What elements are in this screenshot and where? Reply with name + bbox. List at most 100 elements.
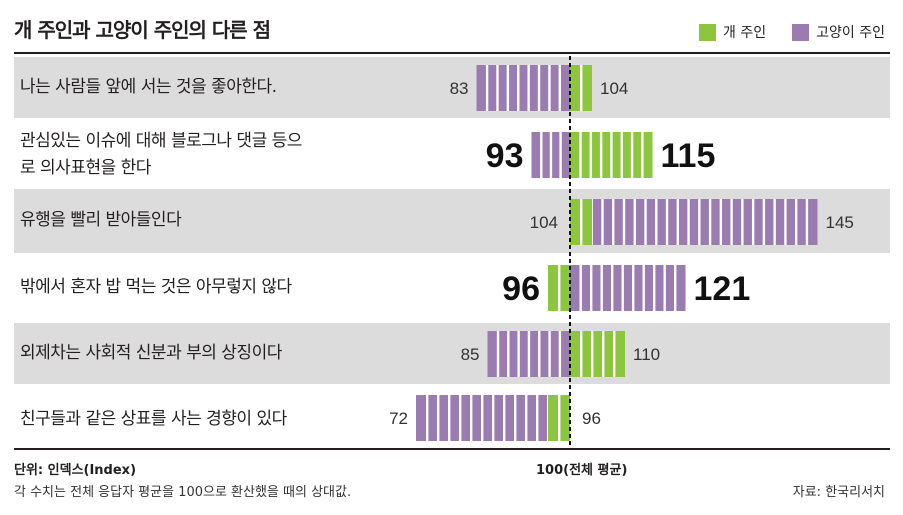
- value-label-cat: 72: [389, 409, 408, 428]
- bar-cat-divider: [536, 395, 539, 441]
- footnote: 각 수치는 전체 응답자 평균을 100으로 환산했을 때의 상대값.: [14, 485, 352, 500]
- bar-cat-divider: [601, 199, 604, 245]
- bar-cat-divider: [448, 395, 451, 441]
- bar-cat-divider: [674, 265, 677, 311]
- bar-dog-divider: [591, 331, 594, 377]
- bar-dog-divider: [580, 65, 583, 111]
- bar-dog-divider: [558, 265, 561, 311]
- bar-cat-divider: [655, 199, 658, 245]
- bar-cat-divider: [492, 395, 495, 441]
- bar-dog-divider: [602, 331, 605, 377]
- bar-dog-divider: [641, 132, 644, 178]
- bar-cat-divider: [621, 265, 624, 311]
- bar-cat: [570, 265, 686, 311]
- bar-cat-divider: [548, 65, 551, 111]
- value-label-dog: 104: [530, 213, 558, 232]
- value-label-cat: 83: [450, 79, 469, 98]
- unit-label: 단위: 인덱스(Index): [14, 463, 137, 478]
- bar-cat-divider: [741, 199, 744, 245]
- bar-cat-divider: [558, 65, 562, 111]
- value-label-dog: 96: [582, 409, 601, 428]
- bar-cat-divider: [676, 199, 680, 245]
- bar-cat-divider: [642, 265, 645, 311]
- bar-cat-divider: [549, 132, 553, 178]
- value-label-cat: 145: [826, 213, 854, 232]
- bar-dog-divider: [558, 395, 561, 441]
- bar-cat-divider: [527, 65, 530, 111]
- bar-cat-divider: [540, 132, 543, 178]
- bar-dog-divider: [610, 132, 613, 178]
- bar-cat-divider: [485, 65, 489, 111]
- legend-item-cat: 고양이 주인: [792, 22, 885, 42]
- bar-dog-divider: [599, 132, 603, 178]
- bar-cat-divider: [719, 199, 723, 245]
- legend: 개 주인 고양이 주인: [673, 22, 885, 42]
- category-label-line: 나는 사람들 앞에 서는 것을 좋아한다.: [20, 77, 277, 97]
- category-label: 관심있는 이슈에 대해 블로그나 댓글 등으 로 의사표현을 한다: [20, 128, 302, 182]
- baseline-label: 100(전체 평균): [536, 463, 628, 478]
- legend-label-dog: 개 주인: [723, 25, 767, 41]
- category-label: 유행을 빨리 받아들인다: [20, 207, 182, 234]
- bar-dog-divider: [620, 132, 623, 178]
- value-label-dog: 96: [502, 270, 540, 308]
- legend-label-cat: 고양이 주인: [816, 25, 885, 41]
- legend-item-dog: 개 주인: [699, 22, 766, 42]
- category-label-line: 관심있는 이슈에 대해 블로그나 댓글 등으: [20, 131, 302, 151]
- bar-cat-divider: [437, 395, 440, 441]
- bar-cat-divider: [506, 65, 510, 111]
- bar-cat-divider: [503, 395, 506, 441]
- bar-cat-divider: [548, 331, 551, 377]
- bottom-rule: [14, 448, 890, 450]
- row-background: [14, 323, 890, 384]
- bar-cat-divider: [784, 199, 787, 245]
- bar-cat-divider: [600, 265, 603, 311]
- top-rule: [14, 52, 890, 54]
- row-background: [14, 57, 890, 118]
- bar-cat-divider: [470, 395, 473, 441]
- bar-cat-divider: [507, 331, 510, 377]
- bar-cat-divider: [644, 199, 647, 245]
- bar-cat-divider: [558, 331, 562, 377]
- bar-cat-divider: [517, 65, 520, 111]
- source-label: 자료: 한국리서치: [792, 485, 885, 500]
- category-label-line: 유행을 빨리 받아들인다: [20, 210, 182, 230]
- bar-cat-divider: [459, 395, 462, 441]
- category-label-line: 로 의사표현을 한다: [20, 158, 151, 178]
- legend-swatch-dog: [699, 23, 717, 41]
- value-label-dog: 104: [600, 79, 628, 98]
- bar-cat-divider: [612, 199, 615, 245]
- bar-cat-divider: [751, 199, 755, 245]
- bar-cat-divider: [805, 199, 809, 245]
- bar-cat-divider: [517, 331, 520, 377]
- bar-cat-divider: [730, 199, 733, 245]
- bar-cat-divider: [708, 199, 712, 245]
- category-label: 친구들과 같은 상표를 사는 경향이 있다: [20, 406, 287, 433]
- bar-cat-divider: [559, 132, 562, 178]
- bar-cat-divider: [525, 395, 528, 441]
- bar-cat-divider: [538, 331, 541, 377]
- bar-cat-divider: [698, 199, 701, 245]
- bar-cat-divider: [496, 331, 500, 377]
- bar-cat-divider: [794, 199, 798, 245]
- bar-cat-divider: [665, 199, 669, 245]
- bar-dog-divider: [580, 199, 583, 245]
- category-label: 밖에서 혼자 밥 먹는 것은 아무렇지 않다: [20, 274, 292, 301]
- bar-cat-divider: [426, 395, 429, 441]
- bar-cat-divider: [579, 265, 582, 311]
- bar-dog-divider: [589, 132, 593, 178]
- bar-cat: [476, 65, 570, 111]
- bar-cat-divider: [633, 199, 636, 245]
- bar-cat-divider: [773, 199, 776, 245]
- bar-cat-divider: [632, 265, 635, 311]
- bar-dog-divider: [579, 132, 582, 178]
- bar-cat-divider: [653, 265, 656, 311]
- bar-cat-divider: [611, 265, 614, 311]
- bar-cat-divider: [590, 265, 593, 311]
- bar-cat-divider: [687, 199, 690, 245]
- bar-cat-divider: [762, 199, 766, 245]
- category-label-line: 외제차는 사회적 신분과 부의 상징이다: [20, 343, 282, 363]
- bar-dog-divider: [630, 132, 634, 178]
- bar-cat-divider: [527, 331, 531, 377]
- value-label-cat: 121: [694, 270, 751, 308]
